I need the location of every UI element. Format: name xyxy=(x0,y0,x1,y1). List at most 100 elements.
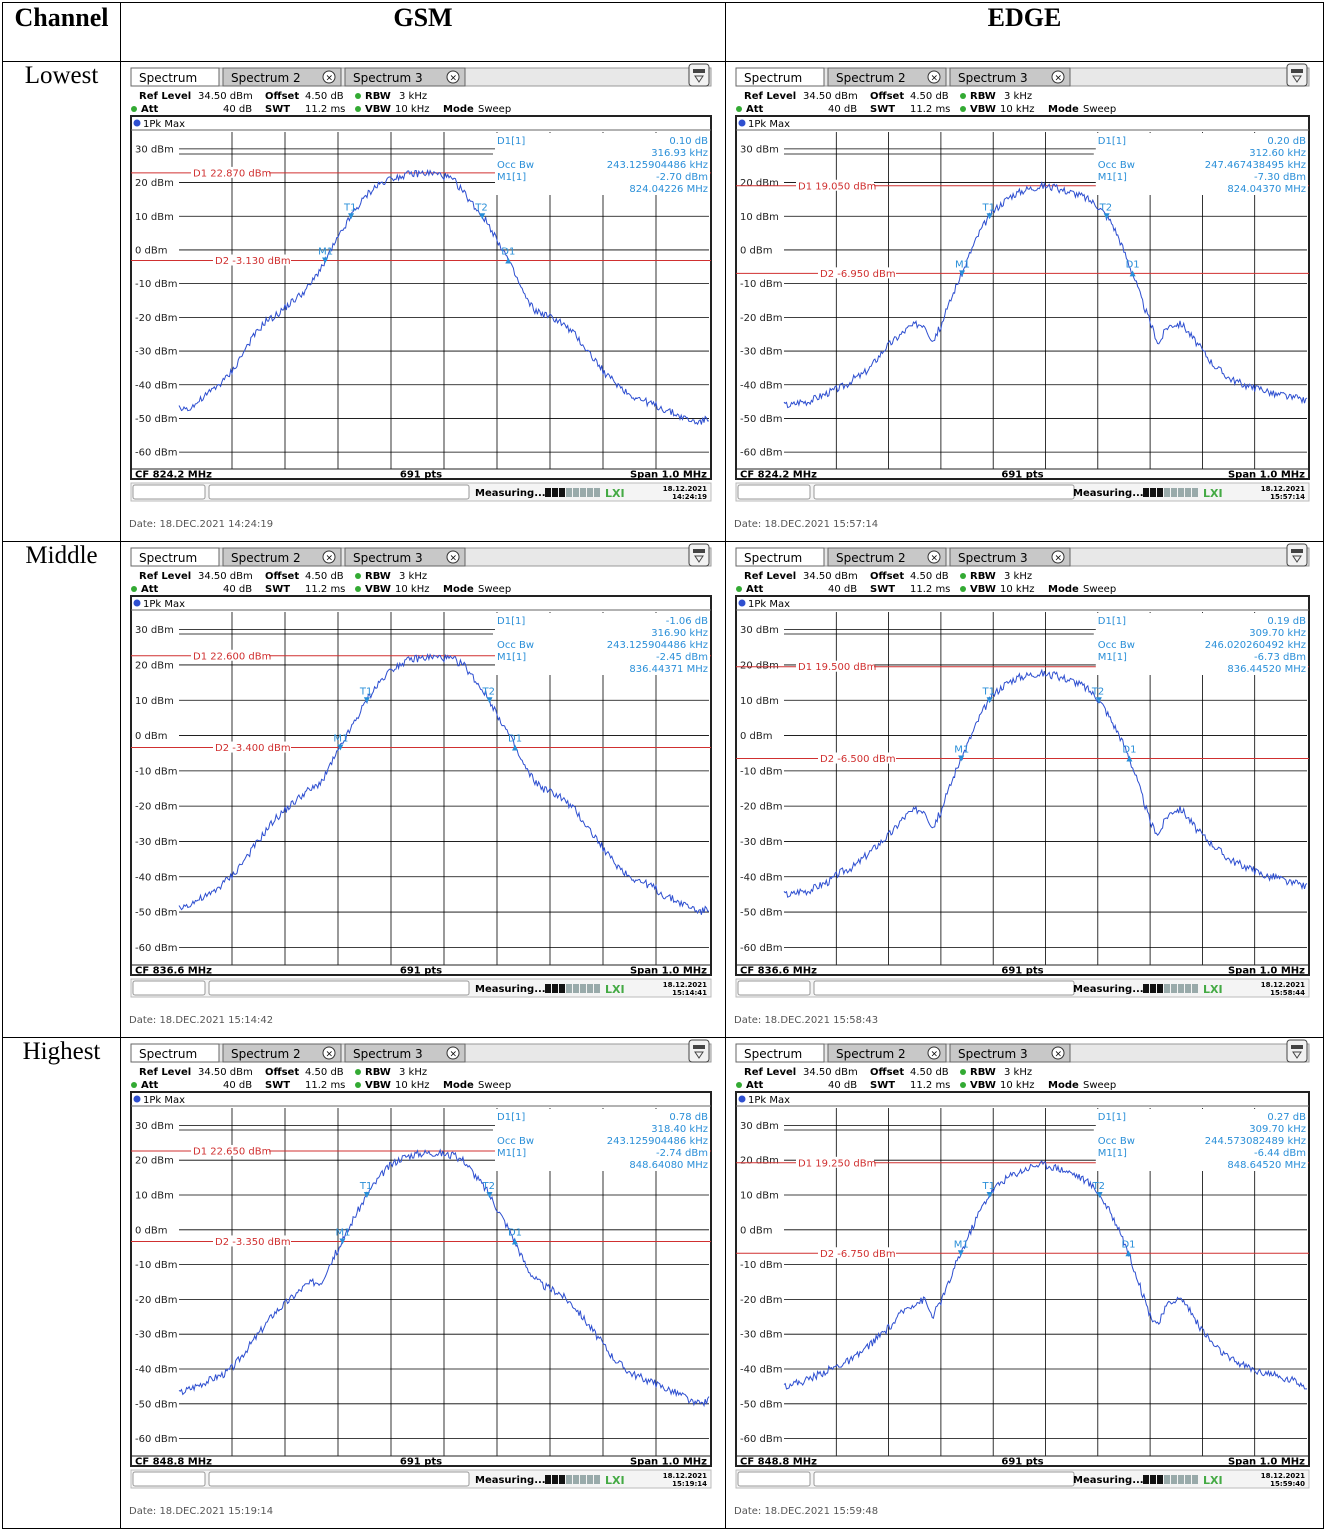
tab-1[interactable]: Spectrum xyxy=(130,1043,220,1063)
y-tick-label: 0 dBm xyxy=(135,1225,168,1236)
offset-label: Offset xyxy=(870,91,904,102)
att-value: 40 dB xyxy=(828,1080,857,1091)
lxi-icon: LXI xyxy=(605,983,625,996)
lxi-icon: LXI xyxy=(605,487,625,500)
d1-line-label-bg xyxy=(191,649,269,661)
y-tick-label: 30 dBm xyxy=(740,1121,779,1132)
y-tick-label: -60 dBm xyxy=(135,1434,177,1445)
vbw-coupled-icon xyxy=(355,106,361,112)
y-tick-label: -60 dBm xyxy=(740,1434,782,1445)
tab-3[interactable]: Spectrum 3 × xyxy=(949,67,1071,87)
att-coupled-icon xyxy=(736,1082,742,1088)
mode-label: Mode xyxy=(443,104,474,115)
tab-1[interactable]: Spectrum xyxy=(130,67,220,87)
progress-segment xyxy=(1185,488,1191,497)
spectrum-trace xyxy=(178,168,710,426)
vbw-label: VBW xyxy=(365,1080,391,1091)
rbw-label: RBW xyxy=(970,1067,996,1078)
y-tick-label: -30 dBm xyxy=(740,347,782,358)
trace-label: 1Pk Max xyxy=(748,599,790,610)
display-config-icon[interactable] xyxy=(688,543,710,567)
rbw-value: 3 kHz xyxy=(399,1067,427,1078)
att-coupled-icon xyxy=(131,586,137,592)
tab-bg xyxy=(222,67,342,87)
marker-m1-label: M1 xyxy=(955,259,970,270)
rbw-coupled-icon xyxy=(355,93,361,99)
display-config-icon[interactable] xyxy=(1286,1039,1308,1063)
display-config-icon[interactable] xyxy=(688,63,710,87)
tab-1[interactable]: Spectrum xyxy=(735,67,825,87)
y-tick-label: -30 dBm xyxy=(135,347,177,358)
progress-segment xyxy=(566,488,572,497)
y-tick-label: 20 dBm xyxy=(135,178,174,189)
tab-1[interactable]: Spectrum xyxy=(130,547,220,567)
screenshot-gsm-lowest: Spectrum Spectrum 2 × Spectrum 3 × Ref Level 3… xyxy=(121,62,725,541)
trace-indicator-icon xyxy=(738,1095,746,1103)
status-time: 15:19:14 xyxy=(672,1480,707,1488)
d1-khz: 312.60 kHz xyxy=(1249,148,1306,159)
rbw-value: 3 kHz xyxy=(1004,571,1032,582)
trace-indicator-icon xyxy=(133,599,141,607)
y-tick-label: 0 dBm xyxy=(135,731,168,742)
marker-t1-label: T1 xyxy=(982,1181,995,1192)
display-config-icon[interactable] xyxy=(1286,543,1308,567)
ref-level-label: Ref Level xyxy=(744,91,796,102)
tab-2[interactable]: Spectrum 2 × xyxy=(827,547,947,567)
display-config-icon[interactable] xyxy=(688,1039,710,1063)
vbw-label: VBW xyxy=(970,1080,996,1091)
marker-t1-label: T1 xyxy=(343,202,356,213)
tab-2[interactable]: Spectrum 2 × xyxy=(222,1043,342,1063)
close-icon-glyph: × xyxy=(450,74,458,84)
vbw-coupled-icon xyxy=(355,1082,361,1088)
center-frequency: CF 836.6 MHz xyxy=(740,966,817,977)
row-label-middle: Middle xyxy=(2,541,121,1038)
tab-2[interactable]: Spectrum 2 × xyxy=(222,547,342,567)
progress-segment xyxy=(573,984,579,993)
close-icon-glyph: × xyxy=(1055,1050,1063,1060)
tab-2[interactable]: Spectrum 2 × xyxy=(827,67,947,87)
y-tick-label: 30 dBm xyxy=(135,144,174,155)
vbw-label: VBW xyxy=(970,104,996,115)
att-label: Att xyxy=(746,584,764,595)
close-icon-glyph: × xyxy=(1055,74,1063,84)
marker-d1-label: D1 xyxy=(1121,1239,1135,1250)
att-value: 40 dB xyxy=(223,584,252,595)
occbw-value: 243.125904486 kHz xyxy=(607,640,708,651)
progress-segment xyxy=(580,1475,586,1484)
lxi-icon: LXI xyxy=(1203,487,1223,500)
marker-d1-label: D1 xyxy=(501,246,515,257)
marker-t1-icon xyxy=(363,1192,370,1198)
tab-3[interactable]: Spectrum 3 × xyxy=(344,547,466,567)
d1-line-label: D1 19.500 dBm xyxy=(798,662,876,673)
progress-segment xyxy=(552,1475,558,1484)
y-tick-label: 0 dBm xyxy=(135,245,168,256)
tab-2[interactable]: Spectrum 2 × xyxy=(827,1043,947,1063)
tab-3[interactable]: Spectrum 3 × xyxy=(949,1043,1071,1063)
trace-label: 1Pk Max xyxy=(143,599,185,610)
span-label: Span 1.0 MHz xyxy=(630,470,707,481)
tab-2[interactable]: Spectrum 2 × xyxy=(222,67,342,87)
y-tick-label: -40 dBm xyxy=(740,1365,782,1376)
tab-3[interactable]: Spectrum 3 × xyxy=(949,547,1071,567)
y-tick-label: -20 dBm xyxy=(135,1295,177,1306)
tab-3[interactable]: Spectrum 3 × xyxy=(344,1043,466,1063)
d1-khz: 316.93 kHz xyxy=(651,148,708,159)
tab-3[interactable]: Spectrum 3 × xyxy=(344,67,466,87)
tab-bg xyxy=(735,1043,825,1063)
tab-1[interactable]: Spectrum xyxy=(735,1043,825,1063)
tab-1[interactable]: Spectrum xyxy=(735,547,825,567)
display-config-icon[interactable] xyxy=(1286,63,1308,87)
d1-header: D1[1] xyxy=(497,1112,525,1123)
marker-d1-label: D1 xyxy=(1126,259,1140,270)
lxi-icon: LXI xyxy=(1203,983,1223,996)
capture-date: Date: 18.DEC.2021 15:14:42 xyxy=(129,1015,273,1026)
close-icon xyxy=(322,70,336,84)
progress-segment xyxy=(552,488,558,497)
y-tick-label: 20 dBm xyxy=(135,1156,174,1167)
swt-value: 11.2 ms xyxy=(910,584,950,595)
marker-t1-icon xyxy=(986,1192,993,1198)
mode-value: Sweep xyxy=(478,584,511,595)
d2-line-label-bg xyxy=(213,254,291,266)
ref-level-value: 34.50 dBm xyxy=(803,91,858,102)
close-icon-glyph: × xyxy=(326,1050,334,1060)
